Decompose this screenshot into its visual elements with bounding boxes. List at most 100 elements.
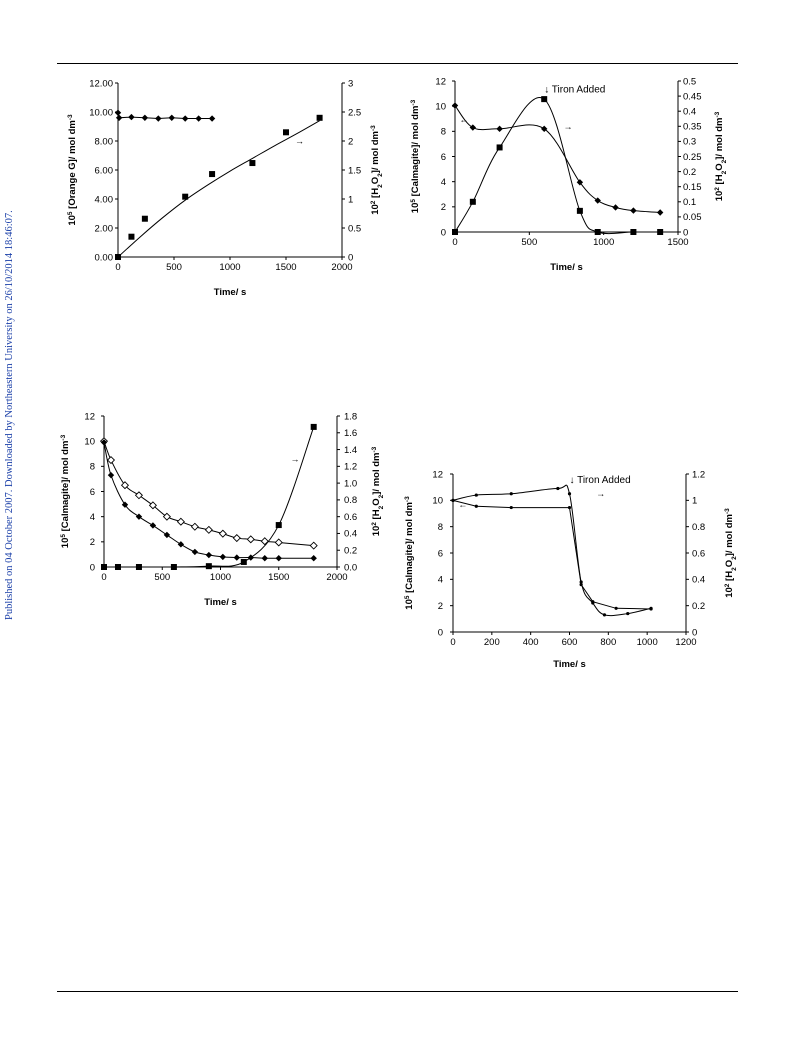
y-tick-label: 4 (438, 575, 443, 586)
data-point-square (630, 229, 637, 235)
x-tick-label: 1000 (210, 572, 231, 583)
annotation-arrow: ← (458, 500, 467, 510)
series-2-line (117, 120, 320, 258)
data-point-square (209, 171, 216, 178)
data-point-diamond (261, 554, 268, 562)
data-point-dot (556, 486, 560, 491)
data-point-open-diamond (274, 538, 283, 547)
y2-axis-title: 102 [H2O2]/ mol dm-3 (370, 125, 384, 215)
data-point-square (141, 215, 148, 222)
y-tick-label: 6 (90, 487, 95, 498)
y2-tick-label: 0.15 (683, 182, 702, 193)
data-point-diamond (135, 513, 143, 520)
series-1-line (452, 484, 652, 617)
y2-tick-label: 2 (348, 136, 353, 147)
y-tick-label: 8 (441, 127, 446, 138)
y-axis-title: 105 [Calmagite]/ mol dm-3 (60, 434, 72, 548)
y-tick-label: 12.00 (89, 78, 113, 89)
x-tick-label: 600 (562, 637, 578, 648)
y-tick-label: 2 (90, 537, 95, 548)
y2-tick-label: 0.4 (683, 107, 696, 118)
x-tick-label: 500 (166, 262, 182, 273)
data-point-square (170, 564, 177, 570)
data-point-dot (626, 611, 630, 616)
y-tick-label: 10 (84, 436, 95, 447)
header-rule (57, 63, 738, 64)
y2-tick-label: 1.2 (344, 462, 357, 473)
y-tick-label: 10 (432, 496, 443, 507)
data-point-dot (591, 601, 595, 605)
data-point-diamond (191, 548, 199, 556)
data-point-square (657, 229, 664, 235)
data-point-square (541, 96, 548, 103)
data-point-square (114, 564, 121, 570)
data-point-square (275, 522, 282, 529)
y2-tick-label: 0.2 (692, 601, 705, 612)
data-point-dot (567, 492, 572, 496)
y-tick-label: 2 (438, 601, 443, 612)
x-tick-label: 200 (484, 637, 500, 648)
series-0-line (454, 105, 661, 213)
y2-tick-label: 0.6 (344, 512, 357, 523)
y2-tick-label: 0.4 (344, 529, 357, 540)
data-point-diamond (630, 207, 637, 214)
data-point-dot (579, 580, 583, 584)
data-point-square (240, 558, 247, 565)
y-tick-label: 12 (84, 411, 95, 422)
x-tick-label: 0 (101, 572, 106, 583)
data-point-diamond (141, 114, 149, 121)
y2-tick-label: 0.2 (683, 167, 696, 178)
x-axis-title: Time/ s (204, 597, 237, 608)
data-point-diamond (612, 204, 619, 211)
data-point-diamond (541, 125, 548, 133)
annotation-arrow: → (291, 454, 300, 464)
data-point-open-diamond (232, 534, 241, 543)
y2-tick-label: 0 (683, 227, 688, 238)
data-point-open-diamond (218, 529, 227, 538)
annotation-tiron-added: ↓ Tiron Added (570, 475, 631, 486)
y2-axis-title: 102 [H2O2]/ mol dm-3 (371, 446, 385, 536)
data-point-open-diamond (162, 512, 171, 521)
data-point-dot (602, 613, 607, 617)
x-tick-label: 1500 (268, 572, 289, 583)
y2-tick-label: 0.8 (692, 522, 705, 533)
y-axis-title: 105 [Calmagite]/ mol dm-3 (404, 496, 416, 610)
data-point-dot (509, 505, 513, 510)
data-point-open-diamond (134, 491, 143, 500)
y2-tick-label: 0.3 (683, 137, 696, 148)
y2-tick-label: 0.35 (683, 122, 702, 133)
y2-tick-label: 0.4 (692, 575, 705, 586)
y2-tick-label: 1.0 (344, 478, 357, 489)
x-axis-title: Time/ s (553, 659, 586, 670)
y-tick-label: 2.00 (95, 223, 114, 234)
data-point-diamond (177, 541, 185, 548)
data-point-open-diamond (148, 501, 157, 510)
data-point-open-diamond (204, 525, 213, 534)
y2-tick-label: 1.4 (344, 445, 357, 456)
data-point-diamond (100, 439, 108, 446)
data-point-square (182, 193, 189, 200)
x-tick-label: 1000 (637, 637, 658, 648)
annotation-arrow: → (563, 121, 572, 131)
x-tick-label: 2000 (326, 572, 347, 583)
x-tick-label: 1500 (667, 237, 688, 248)
data-point-diamond (168, 114, 175, 121)
data-point-diamond (496, 125, 503, 133)
y-tick-label: 10 (435, 101, 446, 112)
data-point-square (316, 114, 323, 121)
data-point-diamond (149, 522, 157, 529)
y2-tick-label: 0.5 (348, 223, 361, 234)
data-point-diamond (576, 179, 584, 186)
data-point-diamond (233, 554, 241, 561)
chart-calmagite-tiron-b: 0 200 400 600 800 1000 120002468101200.20.40.6… (404, 469, 738, 670)
series-1-line (454, 96, 661, 235)
y-tick-label: 12 (432, 469, 443, 480)
chart-calmagite-decay: 0 500 1000 1500 2000 0 2 4 6 8 10 12 0.0 0.2 0.4 0.6 0.8… (60, 411, 385, 608)
data-point-diamond (115, 114, 123, 121)
data-point-diamond (114, 109, 122, 116)
data-point-open-diamond (309, 541, 318, 550)
data-point-open-diamond (260, 537, 269, 546)
y-tick-label: 12 (435, 76, 446, 87)
y2-tick-label: 1 (348, 194, 353, 205)
data-point-square (496, 144, 503, 151)
